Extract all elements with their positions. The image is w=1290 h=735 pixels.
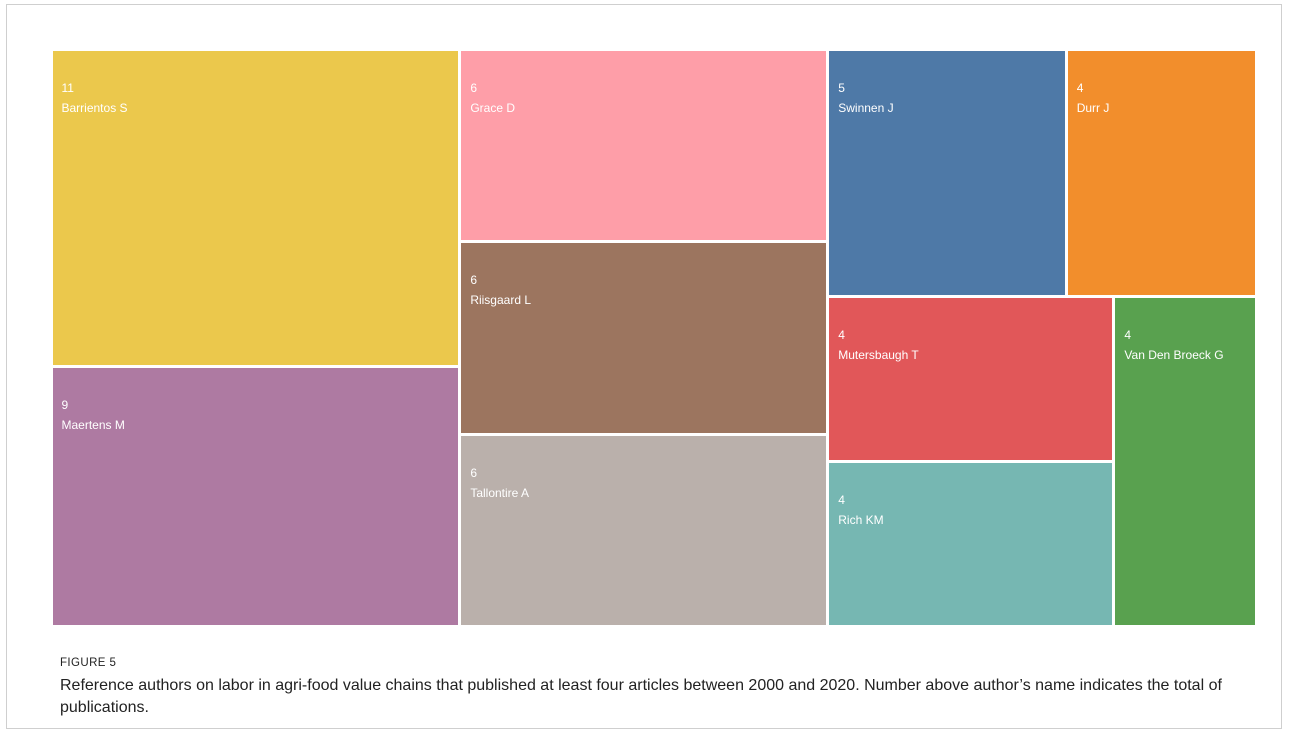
tile-count: 4: [838, 328, 845, 343]
tile-maertens-m: 9 Maertens M: [52, 368, 459, 626]
tile-swinnen-j: 5 Swinnen J: [829, 50, 1065, 296]
tile-riisgaard-l: 6 Riisgaard L: [461, 243, 827, 433]
tile-count: 4: [1076, 80, 1084, 95]
tile-grace-d: 6 Grace D: [461, 50, 827, 241]
figure-label: FIGURE 5: [60, 657, 117, 669]
figure-frame: 11 Barrientos S 9 Maertens M 6 Grace D 6 Riisga…: [6, 4, 1282, 729]
tile-count: 6: [470, 273, 477, 288]
tile-label: Tallontire A: [470, 485, 530, 500]
tile-count: 4: [1124, 328, 1132, 343]
tile-label: Riisgaard L: [470, 293, 532, 308]
tile-label: Van Den Broeck G: [1124, 348, 1224, 363]
tile-van-den-broeck-g: 4 Van Den Broeck G: [1115, 298, 1256, 626]
tile-label: Rich KM: [838, 513, 884, 528]
tile-label: Maertens M: [61, 418, 125, 433]
tile-label: Durr J: [1076, 100, 1110, 115]
tile-count: 11: [61, 80, 74, 95]
tile-tallontire-a: 6 Tallontire A: [461, 435, 827, 626]
tile-mutersbaugh-t: 4 Mutersbaugh T: [829, 298, 1113, 461]
tile-count: 9: [61, 398, 69, 413]
tile-label: Grace D: [470, 100, 515, 115]
tile-label: Mutersbaugh T: [838, 348, 919, 363]
tile-count: 4: [838, 493, 845, 508]
tile-count: 5: [838, 80, 845, 95]
tile-count: 6: [470, 465, 477, 480]
tile-rich-km: 4 Rich KM: [829, 463, 1113, 626]
tile-count: 6: [470, 80, 477, 95]
tile-durr-j: 4 Durr J: [1067, 50, 1256, 296]
figure-caption-text: Reference authors on labor in agri-food …: [60, 677, 1222, 716]
tile-barrientos-s: 11 Barrientos S: [52, 50, 459, 366]
treemap-chart: 11 Barrientos S 9 Maertens M 6 Grace D 6 Riisga…: [51, 49, 1257, 627]
figure-caption: FIGURE 5 Reference authors on labor in a…: [60, 657, 1280, 719]
tile-label: Barrientos S: [61, 100, 128, 115]
tile-label: Swinnen J: [838, 100, 894, 115]
